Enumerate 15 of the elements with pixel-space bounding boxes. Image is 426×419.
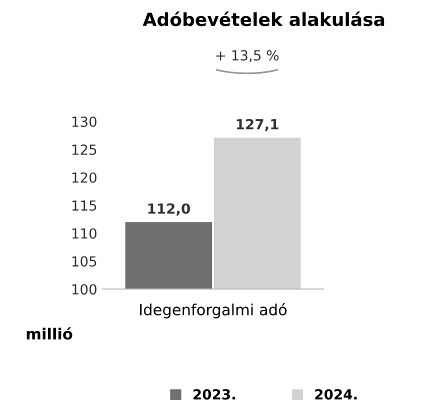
x-tick-label: Idegenforgalmi adó xyxy=(140,303,287,318)
text: + 13,5 % xyxy=(216,50,279,62)
legend-label: 2024. xyxy=(315,389,357,400)
y-tick-label: 110 xyxy=(72,228,96,239)
y-tick-label: 105 xyxy=(72,256,96,267)
data-label: 112,0 xyxy=(148,203,190,216)
y-tick-label: 100 xyxy=(72,284,96,295)
y-tick-label: 120 xyxy=(72,172,96,183)
chart-title: Adóbevételek alakulása xyxy=(142,11,384,26)
y-axis-title: millió xyxy=(26,327,72,340)
y-tick-label: 125 xyxy=(72,144,96,155)
legend-label: 2023. xyxy=(194,389,235,400)
y-tick-label: 130 xyxy=(72,116,96,127)
data-label: 127,1 xyxy=(236,118,278,132)
y-tick-label: 115 xyxy=(72,200,96,211)
